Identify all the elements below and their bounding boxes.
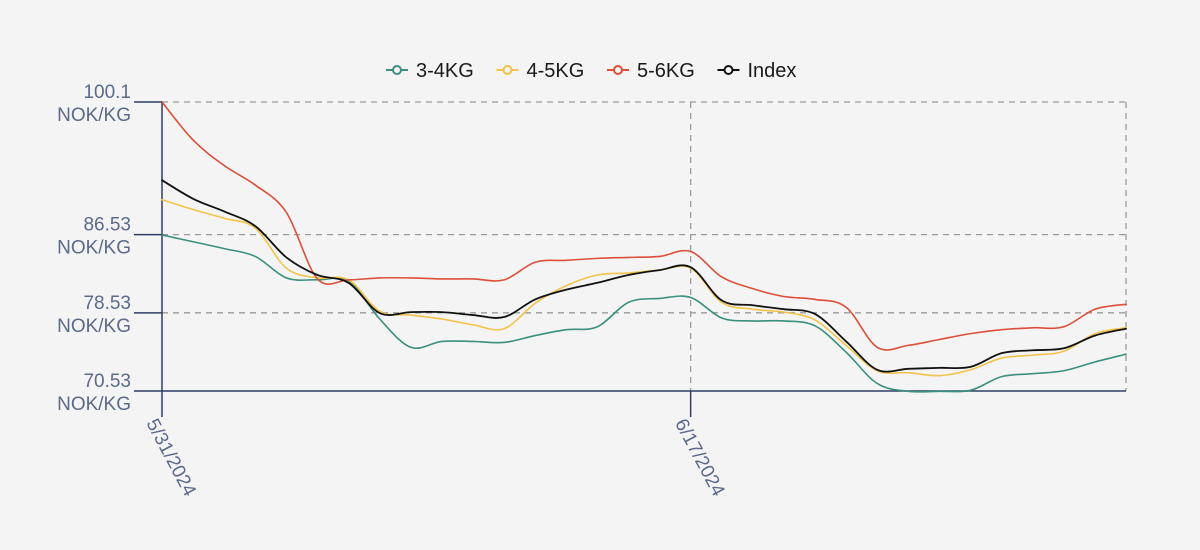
y-tick-unit: NOK/KG (57, 394, 131, 415)
legend-label: 4-5KG (527, 60, 585, 82)
legend-label: Index (748, 60, 797, 82)
y-tick-unit: NOK/KG (57, 238, 131, 259)
legend-marker (392, 65, 402, 75)
series-line-5-6kg (161, 101, 1127, 351)
series-lines (161, 101, 1127, 393)
x-tick-label: 6/17/2024 (670, 415, 728, 500)
legend-item-3-4kg: 3-4KG (386, 60, 474, 82)
y-axis-ticks: 100.1NOK/KG86.53NOK/KG78.53NOK/KG70.53NO… (57, 82, 162, 415)
legend-item-index: Index (717, 60, 797, 82)
legend-label: 3-4KG (416, 60, 474, 82)
legend-marker (502, 65, 513, 75)
legend-item-5-6kg: 5-6KG (607, 60, 695, 82)
y-tick-label: 70.53 (83, 371, 131, 392)
series-line-index (161, 179, 1127, 373)
series-line-4-5kg (161, 198, 1127, 377)
y-tick-label: 86.53 (83, 215, 131, 236)
legend-label: 5-6KG (637, 60, 695, 82)
series-line-3-4kg (161, 234, 1127, 393)
legend-marker (723, 65, 734, 75)
y-tick-unit: NOK/KG (57, 105, 131, 126)
legend: 3-4KG 4-5KG 5-6KG Index (386, 60, 796, 82)
axes (161, 102, 1126, 392)
legend-marker (613, 65, 623, 75)
y-tick-label: 78.53 (83, 293, 131, 314)
grid (162, 101, 1127, 391)
y-tick-label: 100.1 (83, 82, 131, 103)
x-tick-label: 5/31/2024 (142, 415, 200, 500)
y-tick-unit: NOK/KG (57, 316, 131, 337)
x-axis-ticks: 5/31/2024 6/17/2024 (142, 391, 729, 500)
legend-item-4-5kg: 4-5KG (496, 60, 585, 82)
